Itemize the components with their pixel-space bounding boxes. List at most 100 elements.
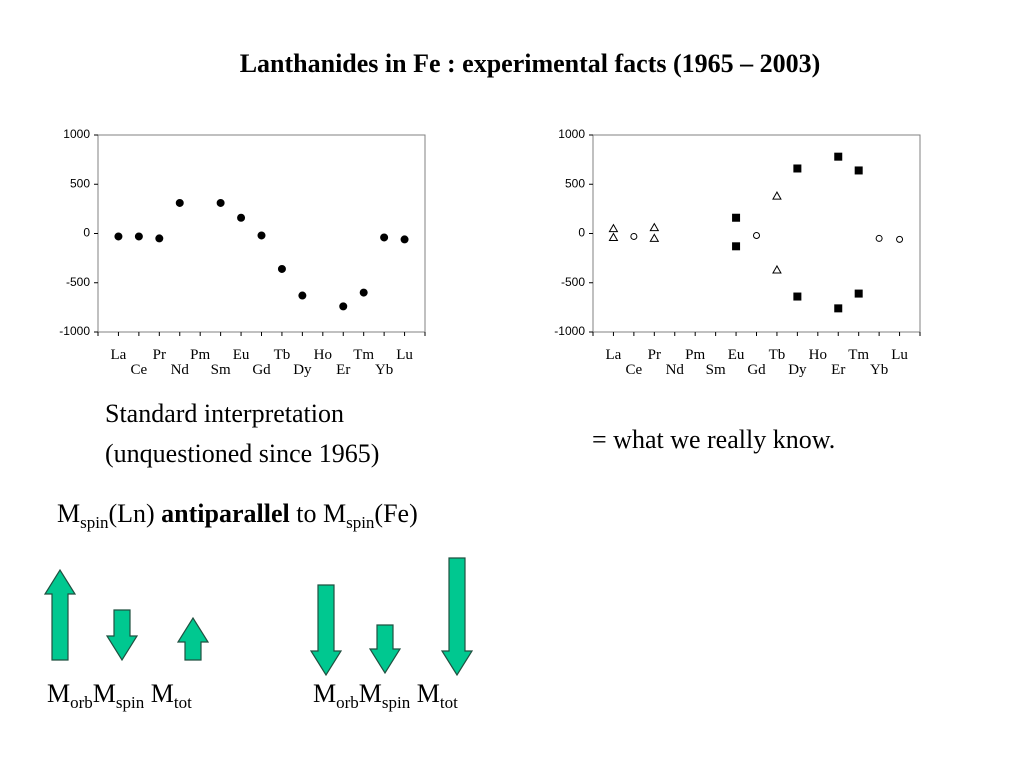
point: [875, 234, 883, 242]
x-tick-label: Ce: [131, 362, 148, 378]
x-tick-label: Sm: [706, 362, 726, 378]
x-tick-label: Yb: [870, 362, 888, 378]
subscript: spin: [382, 693, 411, 712]
text: (Fe): [374, 499, 417, 528]
x-tick-label: Gd: [252, 362, 271, 378]
point: [772, 264, 782, 274]
point: [114, 232, 123, 241]
text: M: [57, 499, 80, 528]
x-tick-label: Eu: [233, 347, 250, 363]
x-tick-label: Dy: [293, 362, 312, 378]
y-tick-label: -500: [561, 275, 585, 289]
x-tick-label: Tm: [353, 347, 374, 363]
point: [298, 291, 307, 300]
subscript: spin: [116, 693, 145, 712]
x-tick-label: Tb: [274, 347, 291, 363]
point: [237, 213, 246, 222]
x-tick-label: Gd: [747, 362, 766, 378]
point: [834, 304, 843, 313]
point: [793, 164, 802, 173]
x-tick-label: Dy: [788, 362, 807, 378]
point: [854, 289, 863, 298]
x-tick-label: Lu: [891, 347, 908, 363]
arrow-labels: MorbMspin Mtot: [47, 679, 192, 714]
x-tick-label: Sm: [211, 362, 231, 378]
text: M: [313, 679, 336, 708]
subscript: tot: [174, 693, 192, 712]
x-tick-label: Nd: [666, 362, 685, 378]
arrow: [43, 568, 77, 661]
x-tick-label: Yb: [375, 362, 393, 378]
point: [834, 152, 843, 161]
arrow: [440, 557, 474, 677]
text: M: [47, 679, 70, 708]
point: [732, 213, 741, 222]
point: [753, 231, 760, 239]
point: [155, 234, 164, 243]
x-tick-label: Pr: [153, 347, 166, 363]
point: [854, 166, 863, 175]
x-tick-label: Pm: [190, 347, 210, 363]
subscript: orb: [336, 693, 359, 712]
subscript: tot: [440, 693, 458, 712]
subscript: spin: [80, 513, 109, 532]
text: M: [151, 679, 174, 708]
y-tick-label: -1000: [554, 324, 585, 338]
x-tick-label: La: [111, 347, 127, 363]
point: [216, 198, 225, 207]
point: [772, 191, 782, 200]
point: [400, 235, 409, 244]
subscript: spin: [346, 513, 375, 532]
arrow: [368, 624, 402, 675]
slide-title: Lanthanides in Fe : experimental facts (…: [240, 49, 821, 78]
y-tick-label: 1000: [63, 127, 90, 141]
x-tick-label: Pr: [648, 347, 661, 363]
x-tick-label: Nd: [171, 362, 190, 378]
x-tick-label: Er: [831, 362, 845, 378]
statement: Mspin(Ln) antiparallel to Mspin(Fe): [57, 499, 418, 532]
point: [608, 223, 619, 233]
y-tick-label: -500: [66, 275, 90, 289]
point: [277, 264, 286, 273]
text: M: [359, 679, 382, 708]
point: [339, 302, 348, 311]
point: [175, 198, 184, 207]
point: [896, 235, 904, 243]
x-tick-label: Ho: [314, 347, 332, 363]
caption: Standard interpretation: [105, 399, 344, 428]
text: M: [417, 679, 440, 708]
point: [134, 232, 143, 241]
text: to M: [296, 499, 346, 528]
x-tick-label: Ho: [809, 347, 827, 363]
x-tick-label: Tm: [848, 347, 869, 363]
x-tick-label: Ce: [626, 362, 643, 378]
arrow: [105, 609, 139, 662]
y-tick-label: 500: [565, 176, 585, 190]
arrow-labels: MorbMspin Mtot: [313, 679, 458, 714]
point: [359, 288, 368, 297]
caption: = what we really know.: [592, 425, 835, 454]
point: [608, 232, 619, 241]
x-tick-label: Lu: [396, 347, 413, 363]
y-tick-label: 0: [578, 226, 585, 240]
y-tick-label: 1000: [558, 127, 585, 141]
text: M: [93, 679, 116, 708]
text: (Ln): [108, 499, 154, 528]
point: [649, 233, 660, 242]
point: [649, 222, 660, 232]
x-tick-label: La: [606, 347, 622, 363]
y-tick-label: 500: [70, 176, 90, 190]
subscript: orb: [70, 693, 93, 712]
x-tick-label: Tb: [769, 347, 786, 363]
caption: (unquestioned since 1965): [105, 439, 379, 468]
point: [732, 242, 741, 251]
x-tick-label: Er: [336, 362, 350, 378]
y-tick-label: 0: [83, 226, 90, 240]
point: [793, 292, 802, 301]
point: [257, 231, 266, 240]
arrow: [176, 616, 210, 661]
point: [380, 233, 389, 242]
x-tick-label: Pm: [685, 347, 705, 363]
